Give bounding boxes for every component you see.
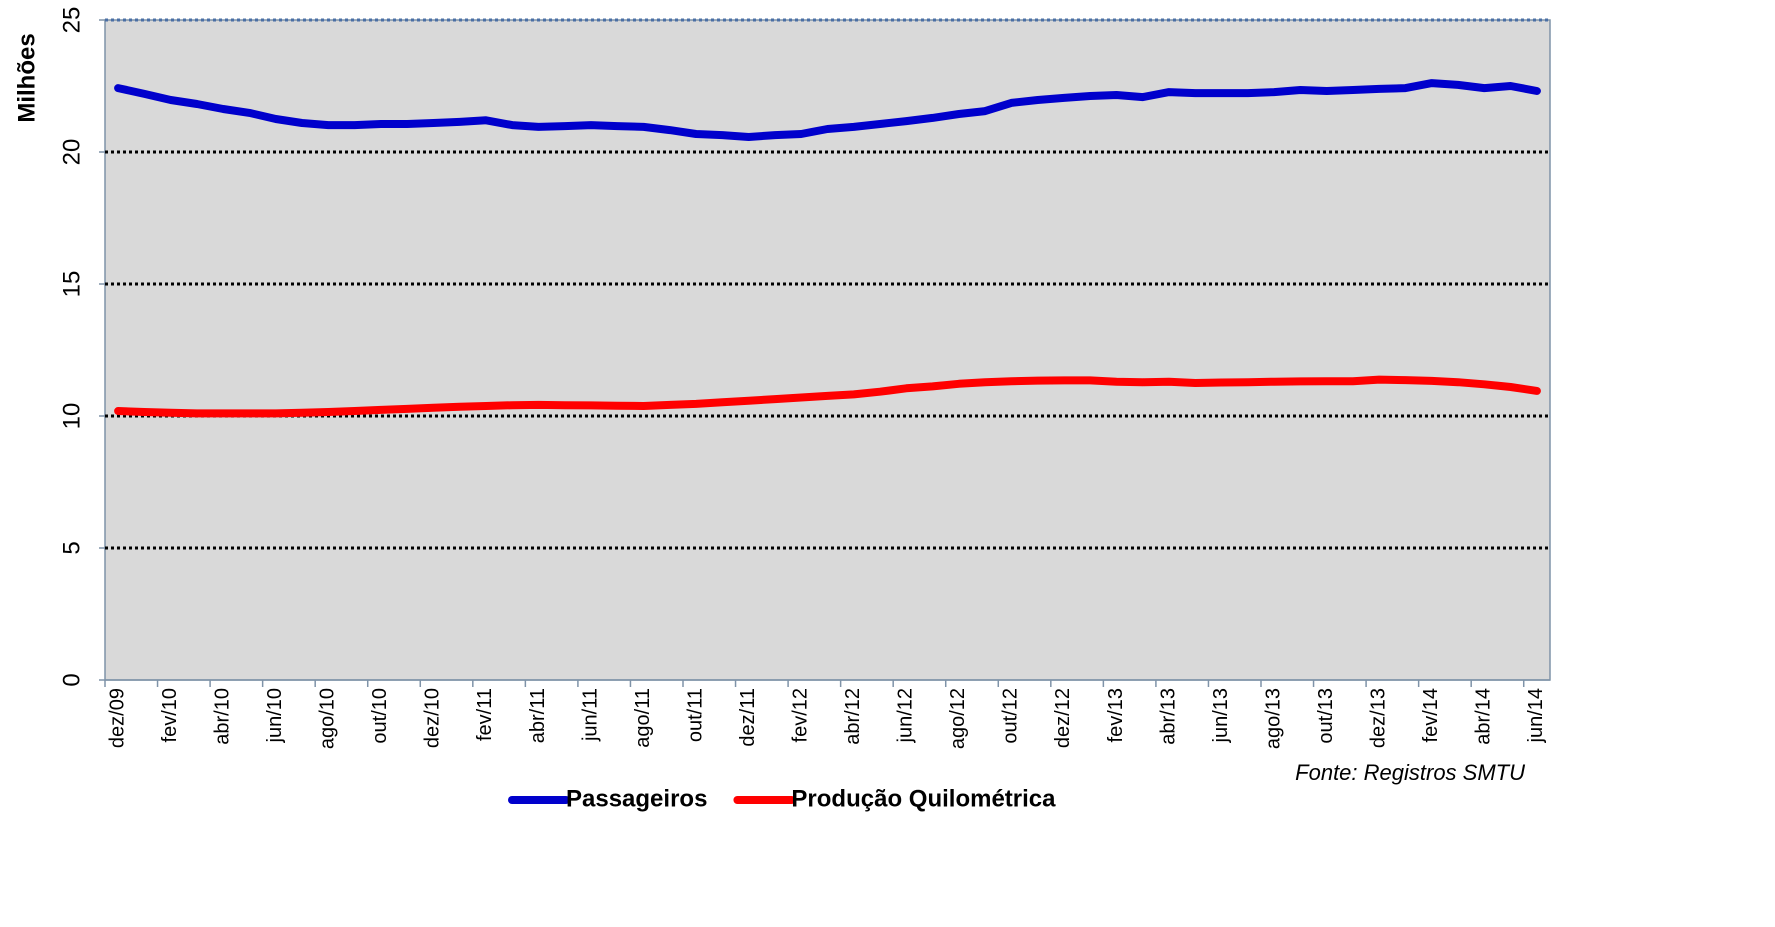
x-tick-label: ago/13 — [1262, 688, 1284, 749]
plot-area — [104, 19, 1551, 681]
x-tick-label: out/13 — [1315, 688, 1337, 744]
x-tick-label: abr/13 — [1157, 688, 1179, 745]
x-tick-label: fev/14 — [1420, 688, 1442, 742]
x-tick-label: dez/11 — [737, 688, 759, 747]
x-tick-label: fev/10 — [159, 688, 181, 742]
y-tick-label: 25 — [58, 7, 85, 34]
y-tick-label: 0 — [58, 673, 85, 686]
x-tick-label: fev/11 — [474, 688, 496, 741]
x-tick-label: out/10 — [369, 688, 391, 744]
y-tick-label: 5 — [58, 541, 85, 554]
x-tick-label: ago/12 — [947, 688, 969, 749]
x-tick-label: jun/12 — [895, 688, 917, 744]
y-tick-label: 10 — [58, 403, 85, 430]
y-tick-label: 15 — [58, 271, 85, 298]
x-tick-label: dez/09 — [106, 688, 128, 748]
x-tick-label: abr/12 — [842, 688, 864, 745]
y-tick-label: 20 — [58, 139, 85, 166]
x-tick-label: out/12 — [1000, 688, 1022, 744]
x-tick-label: dez/12 — [1052, 688, 1074, 748]
series-line — [114, 79, 1541, 141]
x-tick-label: fev/12 — [790, 688, 812, 742]
x-tick-label: jun/11 — [579, 688, 601, 742]
y-axis-label: Milhões — [13, 33, 40, 122]
x-tick-label: ago/10 — [317, 688, 339, 749]
x-tick-label: dez/13 — [1368, 688, 1390, 748]
x-tick-label: fev/13 — [1105, 688, 1127, 742]
series-line — [114, 375, 1541, 418]
x-tick-label: abr/14 — [1473, 688, 1495, 745]
legend-label: Produção Quilométrica — [791, 785, 1056, 812]
x-tick-label: jun/14 — [1525, 688, 1547, 744]
x-tick-label: abr/11 — [527, 688, 549, 743]
x-tick-label: dez/10 — [422, 688, 444, 748]
x-tick-label: out/11 — [684, 688, 706, 742]
legend-label: Passageiros — [566, 785, 707, 812]
x-tick-label: jun/10 — [264, 688, 286, 744]
x-tick-label: ago/11 — [632, 688, 654, 748]
annotation: Fonte: Registros SMTU — [1295, 760, 1525, 785]
x-tick-label: jun/13 — [1210, 688, 1232, 744]
x-tick-label: abr/10 — [212, 688, 234, 745]
